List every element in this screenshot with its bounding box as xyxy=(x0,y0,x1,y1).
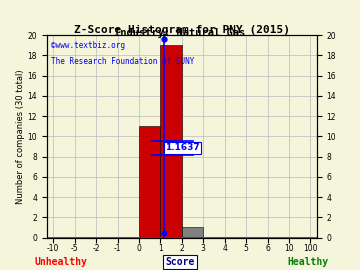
Text: Industry: Natural Gas: Industry: Natural Gas xyxy=(114,28,246,38)
Text: ©www.textbiz.org: ©www.textbiz.org xyxy=(51,41,125,50)
Text: Unhealthy: Unhealthy xyxy=(35,257,87,267)
Bar xyxy=(182,227,203,238)
Y-axis label: Number of companies (30 total): Number of companies (30 total) xyxy=(16,69,25,204)
Text: Score: Score xyxy=(165,257,195,267)
Bar xyxy=(160,45,182,238)
Text: The Research Foundation of SUNY: The Research Foundation of SUNY xyxy=(51,58,194,66)
Title: Z-Score Histogram for PNY (2015): Z-Score Histogram for PNY (2015) xyxy=(74,25,290,35)
Text: Healthy: Healthy xyxy=(287,257,328,267)
Text: 1.1637: 1.1637 xyxy=(165,143,200,153)
Bar xyxy=(139,126,160,238)
